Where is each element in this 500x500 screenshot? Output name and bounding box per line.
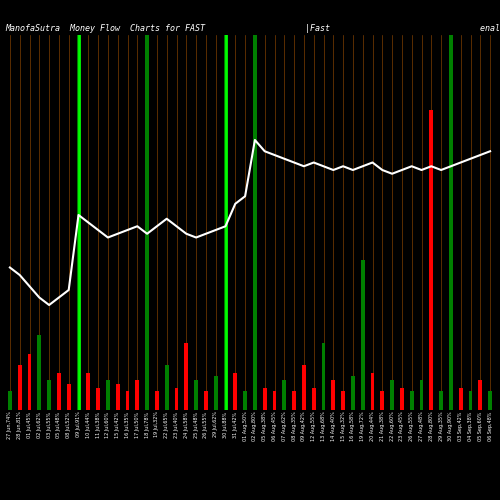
Bar bbox=[76, 35, 80, 410]
Bar bbox=[488, 391, 492, 410]
Bar bbox=[272, 391, 276, 410]
Bar bbox=[332, 380, 336, 410]
Bar bbox=[351, 376, 355, 410]
Bar bbox=[322, 342, 326, 410]
Bar bbox=[449, 35, 453, 410]
Bar bbox=[116, 384, 119, 410]
Bar bbox=[28, 354, 32, 410]
Bar bbox=[420, 380, 424, 410]
Bar bbox=[145, 35, 149, 410]
Bar bbox=[38, 335, 42, 410]
Bar bbox=[243, 391, 247, 410]
Bar bbox=[234, 372, 237, 410]
Bar bbox=[57, 372, 61, 410]
Bar bbox=[224, 35, 228, 410]
Bar bbox=[360, 260, 364, 410]
Bar bbox=[155, 391, 159, 410]
Bar bbox=[478, 380, 482, 410]
Bar bbox=[400, 388, 404, 410]
Bar bbox=[96, 388, 100, 410]
Bar bbox=[430, 110, 434, 410]
Bar bbox=[106, 380, 110, 410]
Bar bbox=[410, 391, 414, 410]
Bar bbox=[86, 372, 90, 410]
Bar bbox=[136, 380, 140, 410]
Bar bbox=[262, 388, 266, 410]
Bar bbox=[390, 380, 394, 410]
Bar bbox=[341, 391, 345, 410]
Bar bbox=[164, 365, 168, 410]
Bar bbox=[184, 342, 188, 410]
Bar bbox=[47, 380, 51, 410]
Bar bbox=[439, 391, 443, 410]
Bar bbox=[214, 376, 218, 410]
Bar bbox=[380, 391, 384, 410]
Bar bbox=[18, 365, 21, 410]
Bar bbox=[8, 391, 12, 410]
Bar bbox=[66, 384, 70, 410]
Bar bbox=[468, 391, 472, 410]
Bar bbox=[174, 388, 178, 410]
Bar bbox=[292, 391, 296, 410]
Bar bbox=[194, 380, 198, 410]
Bar bbox=[370, 372, 374, 410]
Bar bbox=[126, 391, 130, 410]
Bar bbox=[204, 391, 208, 410]
Bar bbox=[253, 35, 257, 410]
Bar bbox=[458, 388, 462, 410]
Text: ManofaSutra  Money Flow  Charts for FAST                    |Fast               : ManofaSutra Money Flow Charts for FAST |… bbox=[5, 24, 500, 33]
Bar bbox=[302, 365, 306, 410]
Bar bbox=[312, 388, 316, 410]
Bar bbox=[282, 380, 286, 410]
